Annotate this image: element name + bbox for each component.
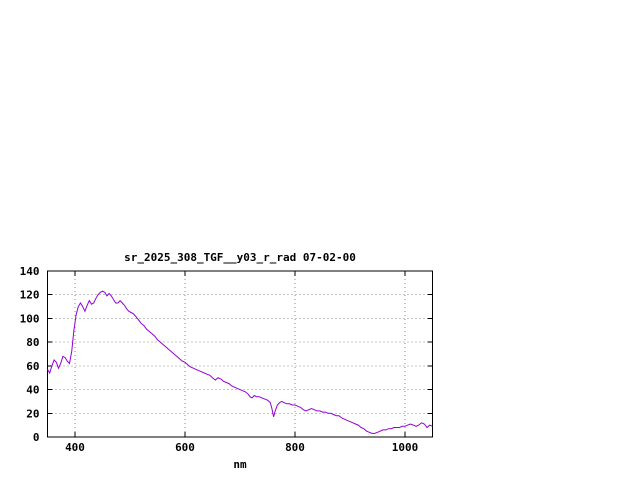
y-tick-label: 140 [20,265,40,278]
x-tick-label: 800 [285,441,305,454]
tick-labels: 400 600 800 1000 0 20 40 60 80 100 120 140 [20,265,419,454]
y-tick-label: 0 [33,431,40,444]
x-axis-label: nm [233,458,247,471]
y-tick-label: 40 [26,384,39,397]
y-tick-label: 20 [26,407,39,420]
tick-marks [47,270,433,438]
x-tick-label: 1000 [392,441,419,454]
chart-title: sr_2025_308_TGF__y03_r_rad 07-02-00 [124,251,356,264]
gridlines [47,270,433,438]
x-tick-label: 400 [65,441,85,454]
y-tick-label: 60 [26,360,39,373]
x-tick-label: 600 [175,441,195,454]
y-tick-label: 80 [26,336,39,349]
y-tick-label: 100 [20,312,40,325]
y-tick-label: 120 [20,289,40,302]
series-line [47,290,433,434]
plot-border [47,270,433,438]
